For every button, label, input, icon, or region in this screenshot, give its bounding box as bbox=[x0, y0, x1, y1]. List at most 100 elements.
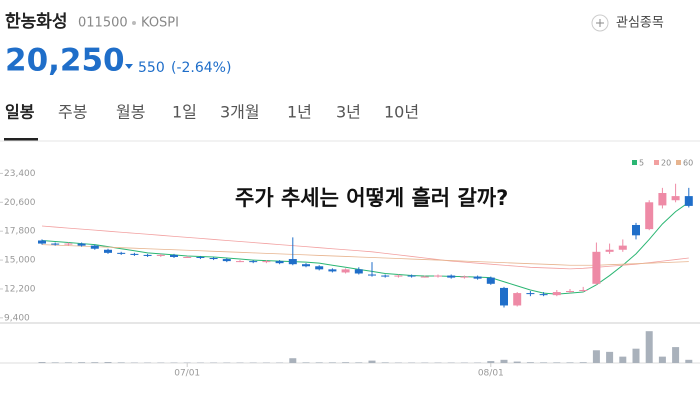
candle-body bbox=[38, 240, 46, 244]
candle-body bbox=[51, 243, 60, 245]
legend-label: 20 bbox=[661, 159, 671, 168]
y-tick-label: 23,400 bbox=[4, 169, 36, 179]
candle-body bbox=[381, 275, 390, 277]
ma-line bbox=[41, 225, 689, 270]
ma-line bbox=[41, 244, 689, 266]
volume-bar bbox=[619, 356, 627, 363]
candle-body bbox=[354, 269, 363, 274]
legend-label: 60 bbox=[683, 159, 693, 168]
candle-body bbox=[328, 269, 337, 272]
candle-body bbox=[341, 269, 350, 273]
down-arrow bbox=[125, 64, 133, 69]
annotation: 주가 추세는 어떻게 흘러 갈까? bbox=[235, 186, 508, 210]
tab[interactable]: 3개월 bbox=[220, 103, 260, 122]
tab[interactable]: 주봉 bbox=[58, 103, 87, 122]
candle-body bbox=[302, 264, 310, 267]
volume-bar bbox=[487, 361, 495, 363]
candle-body bbox=[658, 193, 667, 206]
volume-bar bbox=[606, 351, 614, 363]
volume-bar bbox=[78, 362, 86, 363]
tabs: 일봉 주봉 월봉 1일 3개월 1년 3년 10년 bbox=[4, 103, 419, 141]
candle-body bbox=[262, 261, 271, 263]
x-tick-label: 07/01 bbox=[174, 369, 200, 379]
tab[interactable]: 3년 bbox=[336, 103, 361, 122]
candle-body bbox=[579, 289, 588, 292]
volume-bar bbox=[117, 362, 125, 363]
tab[interactable]: 1일 bbox=[172, 103, 197, 122]
candle-body bbox=[209, 258, 218, 260]
candle-body bbox=[500, 287, 508, 306]
volume-bar bbox=[342, 362, 350, 363]
volume-bar bbox=[315, 362, 323, 363]
legend-swatch bbox=[654, 160, 659, 165]
volume-bar bbox=[500, 359, 508, 363]
volume-bar bbox=[38, 362, 46, 363]
volume-bar bbox=[579, 362, 587, 363]
stock-code: 011500 bbox=[78, 16, 128, 31]
watch-button[interactable]: 관심종목 bbox=[591, 14, 664, 32]
volume-bar bbox=[328, 362, 336, 363]
volume-bar bbox=[368, 360, 376, 363]
volume-bar bbox=[355, 362, 363, 363]
y-tick-label: 20,600 bbox=[4, 198, 36, 208]
volume-bar bbox=[645, 331, 653, 363]
candle-body bbox=[64, 243, 73, 245]
tab[interactable]: 월봉 bbox=[116, 103, 145, 122]
y-tick-label: 17,800 bbox=[4, 227, 36, 237]
candle-body bbox=[368, 274, 376, 276]
candle-body bbox=[460, 276, 469, 278]
candle-body bbox=[170, 254, 178, 257]
market: KOSPI bbox=[141, 16, 179, 31]
candle-body bbox=[632, 224, 640, 236]
volume-bar bbox=[672, 347, 680, 363]
candle-body bbox=[513, 293, 522, 306]
tab[interactable]: 10년 bbox=[384, 103, 419, 122]
volume-bar bbox=[91, 362, 99, 363]
ma-line bbox=[41, 201, 690, 295]
candle-body bbox=[671, 196, 680, 201]
candle-body bbox=[222, 259, 231, 262]
candle-body bbox=[183, 256, 192, 258]
volume-bar bbox=[592, 350, 600, 363]
candle-body bbox=[196, 256, 205, 259]
volume-bar bbox=[381, 362, 389, 363]
volume-bar bbox=[685, 359, 693, 363]
volume-bar bbox=[526, 362, 534, 363]
price: 20,250 bbox=[5, 43, 125, 79]
tab[interactable]: 일봉 bbox=[5, 103, 35, 122]
candle-body bbox=[473, 276, 482, 279]
candle-body bbox=[486, 277, 495, 284]
candle-body bbox=[420, 276, 429, 278]
tab[interactable]: 1년 bbox=[287, 103, 312, 122]
candle-body bbox=[566, 291, 574, 293]
volume-bar bbox=[64, 362, 72, 363]
volume-bar bbox=[540, 362, 548, 363]
candle-body bbox=[315, 266, 324, 270]
volume-bar bbox=[513, 361, 521, 363]
candle-body bbox=[434, 275, 442, 277]
legend-swatch bbox=[676, 160, 681, 165]
y-tick-label: 12,200 bbox=[4, 284, 36, 294]
candle-body bbox=[77, 243, 86, 246]
candle-body bbox=[130, 253, 139, 255]
candle-body bbox=[236, 261, 244, 263]
candle-body bbox=[407, 275, 416, 277]
volume-bar bbox=[289, 358, 297, 363]
candle-body bbox=[684, 196, 693, 206]
candle-body bbox=[552, 292, 561, 296]
change-pct: (-2.64%) bbox=[171, 60, 231, 76]
candle-body bbox=[90, 245, 99, 249]
candle-body bbox=[447, 275, 456, 278]
legend-swatch bbox=[632, 160, 637, 165]
y-tick-label: 9,400 bbox=[4, 313, 30, 323]
stock-name: 한농화성 bbox=[5, 12, 68, 32]
candle-body bbox=[249, 261, 258, 263]
volume-bar bbox=[658, 356, 666, 363]
plus bbox=[596, 19, 604, 27]
candle-body bbox=[143, 254, 152, 256]
volume-bar bbox=[51, 362, 59, 363]
plot: 23,400 20,600 17,800 15,000 12,200 9,400 07/01… bbox=[0, 159, 693, 379]
volume-bar bbox=[302, 362, 310, 363]
watch-label: 관심종목 bbox=[616, 16, 664, 31]
